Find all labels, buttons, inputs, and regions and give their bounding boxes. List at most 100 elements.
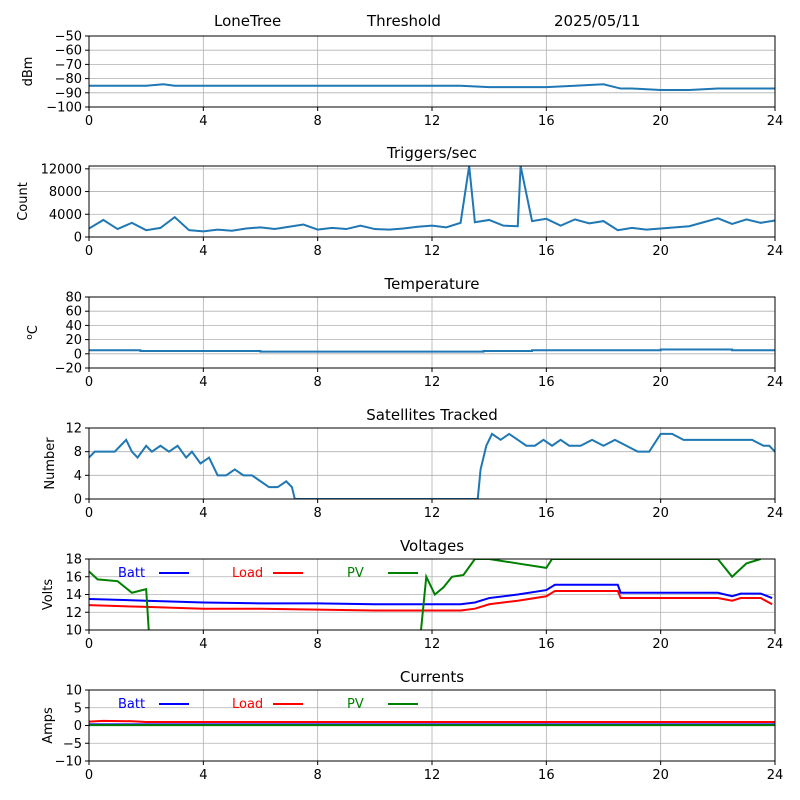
x-tick-label: 20 [652, 637, 669, 652]
y-tick-label: 14 [65, 588, 82, 603]
panel-4: 0 4 8 12 16 20 24 0 4 8 12 Satellites Tracked Number [43, 406, 783, 521]
series-line-load [89, 719, 775, 723]
x-tick-label: 12 [424, 506, 441, 521]
y-tick-label: 10 [65, 684, 82, 699]
panel-6: 0 4 8 12 16 20 24 −10 −5 0 5 10 Currents Amps Batt Load… [41, 668, 783, 783]
y-tick-label: 0 [74, 347, 82, 362]
y-axis-label: Count [16, 182, 31, 221]
x-tick-label: 20 [652, 768, 669, 783]
trigger-mode: Threshold [367, 12, 441, 30]
x-tick-label: 24 [767, 506, 784, 521]
series-line-1 [89, 83, 775, 91]
y-tick-label: −60 [55, 44, 82, 59]
series-line-1 [89, 348, 775, 353]
panel-title: Currents [400, 668, 464, 686]
y-axis-label: oC [25, 325, 41, 340]
x-tick-label: 8 [314, 244, 322, 259]
panel-title: Triggers/sec [386, 144, 477, 162]
x-tick-label: 16 [538, 637, 555, 652]
y-tick-label: −90 [55, 86, 82, 101]
y-tick-label: 16 [65, 570, 82, 585]
x-tick-label: 24 [767, 637, 784, 652]
x-tick-label: 12 [424, 768, 441, 783]
series-line-load [89, 589, 773, 612]
x-tick-label: 4 [199, 244, 207, 259]
y-axis-label: Amps [41, 707, 56, 744]
series-line-1 [89, 432, 775, 499]
x-tick-label: 4 [199, 375, 207, 390]
y-tick-label: 8000 [49, 185, 82, 200]
x-tick-label: 24 [767, 114, 784, 129]
x-tick-label: 16 [538, 244, 555, 259]
y-tick-label: 12 [65, 422, 82, 437]
x-tick-label: 0 [85, 506, 93, 521]
y-tick-label: 0 [74, 231, 82, 246]
x-tick-label: 4 [199, 114, 207, 129]
x-tick-label: 12 [424, 637, 441, 652]
y-tick-label: −5 [63, 737, 82, 752]
x-tick-label: 8 [314, 768, 322, 783]
x-tick-label: 20 [652, 114, 669, 129]
y-tick-label: 18 [65, 553, 82, 568]
y-axis-label: dBm [21, 57, 36, 87]
series-line-1 [89, 166, 775, 233]
y-tick-label: −70 [55, 58, 82, 73]
x-tick-label: 8 [314, 637, 322, 652]
x-tick-label: 12 [424, 114, 441, 129]
panel-2: 0 4 8 12 16 20 24 0 4000 8000 12000 Triggers/sec Cou… [16, 144, 783, 259]
x-tick-label: 0 [85, 637, 93, 652]
y-axis-label: Number [43, 437, 58, 490]
panel-title: Temperature [383, 275, 479, 293]
panel-5: 0 4 8 12 16 20 24 10 12 14 16 18 Voltages Volts Batt Lo… [41, 537, 783, 652]
y-tick-label: 0 [74, 719, 82, 734]
y-tick-label: −100 [46, 101, 82, 116]
legend-label-batt: Batt [118, 697, 145, 712]
x-tick-label: 16 [538, 114, 555, 129]
report-date: 2025/05/11 [554, 12, 641, 30]
x-tick-label: 12 [424, 244, 441, 259]
y-tick-label: −80 [55, 72, 82, 87]
x-tick-label: 24 [767, 244, 784, 259]
legend-label-pv: PV [347, 566, 364, 581]
x-tick-label: 20 [652, 244, 669, 259]
x-tick-label: 12 [424, 375, 441, 390]
panel-title: Satellites Tracked [366, 406, 497, 424]
x-tick-label: 4 [199, 637, 207, 652]
x-tick-label: 24 [767, 375, 784, 390]
y-axis-label: Volts [41, 579, 56, 611]
x-tick-label: 0 [85, 244, 93, 259]
panel-title: Voltages [400, 537, 464, 555]
x-tick-label: 8 [314, 506, 322, 521]
x-tick-label: 4 [199, 768, 207, 783]
y-tick-label: −10 [55, 755, 82, 770]
x-tick-label: 0 [85, 375, 93, 390]
legend-label-load: Load [232, 697, 263, 712]
series-line-pv [89, 559, 762, 630]
x-tick-label: 4 [199, 506, 207, 521]
y-tick-label: 8 [74, 445, 82, 460]
x-tick-label: 8 [314, 114, 322, 129]
y-tick-label: 10 [65, 624, 82, 639]
y-tick-label: 4 [74, 469, 82, 484]
y-tick-label: 5 [74, 701, 82, 716]
legend-label-batt: Batt [118, 566, 145, 581]
x-tick-label: 20 [652, 506, 669, 521]
y-tick-label: 80 [65, 291, 82, 306]
station-name: LoneTree [214, 12, 282, 30]
legend-label-load: Load [232, 566, 263, 581]
x-tick-label: 16 [538, 375, 555, 390]
y-tick-label: 0 [74, 493, 82, 508]
x-tick-label: 20 [652, 375, 669, 390]
x-tick-label: 24 [767, 768, 784, 783]
y-tick-label: 4000 [49, 208, 82, 223]
y-tick-label: −50 [55, 30, 82, 45]
legend-label-pv: PV [347, 697, 364, 712]
y-tick-label: 12 [65, 606, 82, 621]
y-tick-label: 60 [65, 305, 82, 320]
x-tick-label: 16 [538, 768, 555, 783]
x-tick-label: 16 [538, 506, 555, 521]
y-tick-label: 40 [65, 319, 82, 334]
panel-1: 0 4 8 12 16 20 24 −100−90−80−70−60−50 dBm [21, 30, 783, 130]
